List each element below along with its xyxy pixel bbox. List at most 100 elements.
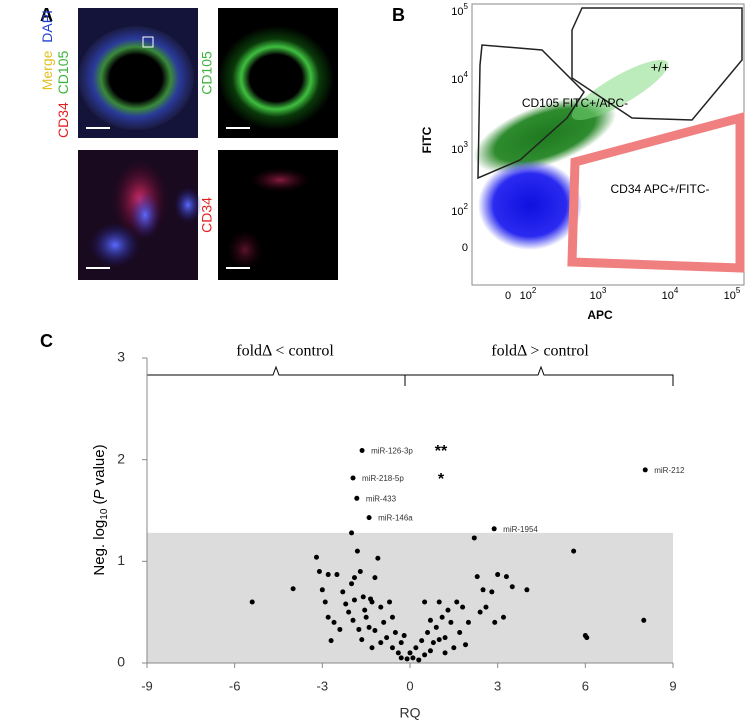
point [584, 635, 590, 641]
population [478, 160, 582, 250]
signal [227, 230, 263, 270]
point [457, 630, 463, 635]
point [425, 630, 431, 635]
point [509, 584, 515, 590]
point [372, 627, 378, 633]
tick-exp: 3 [464, 140, 469, 149]
point [430, 640, 436, 646]
tick-exp: 3 [602, 286, 607, 295]
point [427, 648, 433, 654]
tick-exp: 4 [464, 70, 469, 79]
vessel-ring [78, 26, 194, 130]
point [350, 475, 356, 481]
tick-label: 103 [590, 286, 607, 302]
point [641, 617, 647, 623]
point [325, 614, 331, 620]
stain: Merge [39, 50, 55, 90]
significance: ** [435, 443, 448, 460]
stain: CD34 [55, 102, 71, 138]
point [381, 619, 387, 625]
axis-label: RQ [400, 705, 421, 721]
y-tick-label: 3 [117, 349, 125, 365]
point [319, 587, 325, 593]
point [422, 599, 428, 605]
panel-c: C foldΔ < control foldΔ > control ** * N… [40, 331, 685, 721]
point [427, 617, 433, 623]
point-label: miR-212 [654, 466, 685, 475]
tick-label: 0 [505, 290, 511, 302]
point [503, 574, 509, 580]
point [433, 624, 439, 630]
stain-label: CD34 CD105 [55, 51, 71, 138]
point [401, 633, 407, 639]
point [351, 597, 357, 603]
label-part: P [91, 489, 108, 499]
label-part: ( [91, 499, 108, 508]
point [422, 652, 428, 658]
point [398, 640, 404, 646]
tick-exp: 5 [464, 2, 469, 11]
point [477, 609, 483, 615]
point [378, 640, 384, 646]
point [474, 574, 480, 580]
point [436, 599, 442, 605]
tick-label: 104 [662, 286, 679, 302]
point [354, 548, 360, 554]
y-tick-label: 2 [117, 450, 125, 466]
point [398, 655, 404, 661]
point [471, 535, 477, 541]
point [392, 630, 398, 635]
tick-label: 0 [462, 242, 468, 254]
gate-label: +/+ [651, 59, 670, 74]
tick-exp: 2 [532, 286, 537, 295]
panel-b: B +/+ CD105 FITC+/APC- CD34 APC+/FITC- F… [392, 2, 745, 322]
population [571, 59, 669, 121]
nucleus [90, 223, 140, 267]
panel-letter: A [40, 5, 53, 25]
point [372, 575, 378, 581]
stain: CD105 [55, 51, 71, 95]
x-tick-label: 3 [494, 678, 501, 693]
point [368, 596, 374, 602]
tick-label: 104 [451, 70, 468, 86]
point [316, 569, 322, 574]
tick-exp: 2 [464, 202, 469, 211]
point [337, 626, 343, 632]
point [642, 467, 648, 473]
point [328, 638, 334, 644]
gate-label: CD105 FITC+/APC- [522, 96, 628, 110]
point [483, 604, 489, 610]
y-tick-label: 1 [117, 552, 125, 568]
panel-letter: B [392, 5, 405, 25]
tick-base: 10 [590, 290, 602, 302]
label-part: 10 [99, 508, 110, 520]
tick-exp: 4 [674, 286, 679, 295]
point [366, 515, 372, 521]
x-tick-label: -3 [317, 678, 329, 693]
point [357, 569, 363, 574]
tick-base: 10 [520, 290, 532, 302]
point [442, 635, 448, 641]
stain-label: Merge DAPI [39, 10, 55, 90]
point [331, 619, 337, 625]
point [524, 587, 530, 593]
point [407, 650, 413, 656]
nucleus [129, 191, 161, 239]
point [356, 626, 362, 632]
point [360, 594, 366, 600]
point [410, 655, 416, 661]
point [325, 572, 331, 578]
point [495, 572, 501, 578]
x-tick-label: -6 [229, 678, 241, 693]
point [375, 555, 381, 561]
point [491, 526, 497, 532]
nucleus [174, 187, 202, 223]
point [501, 614, 507, 620]
y-tick-label: 0 [117, 654, 125, 670]
point [492, 619, 498, 625]
point [346, 609, 352, 615]
point [416, 657, 422, 663]
gate [477, 44, 585, 180]
point [384, 635, 390, 641]
point [387, 599, 393, 605]
